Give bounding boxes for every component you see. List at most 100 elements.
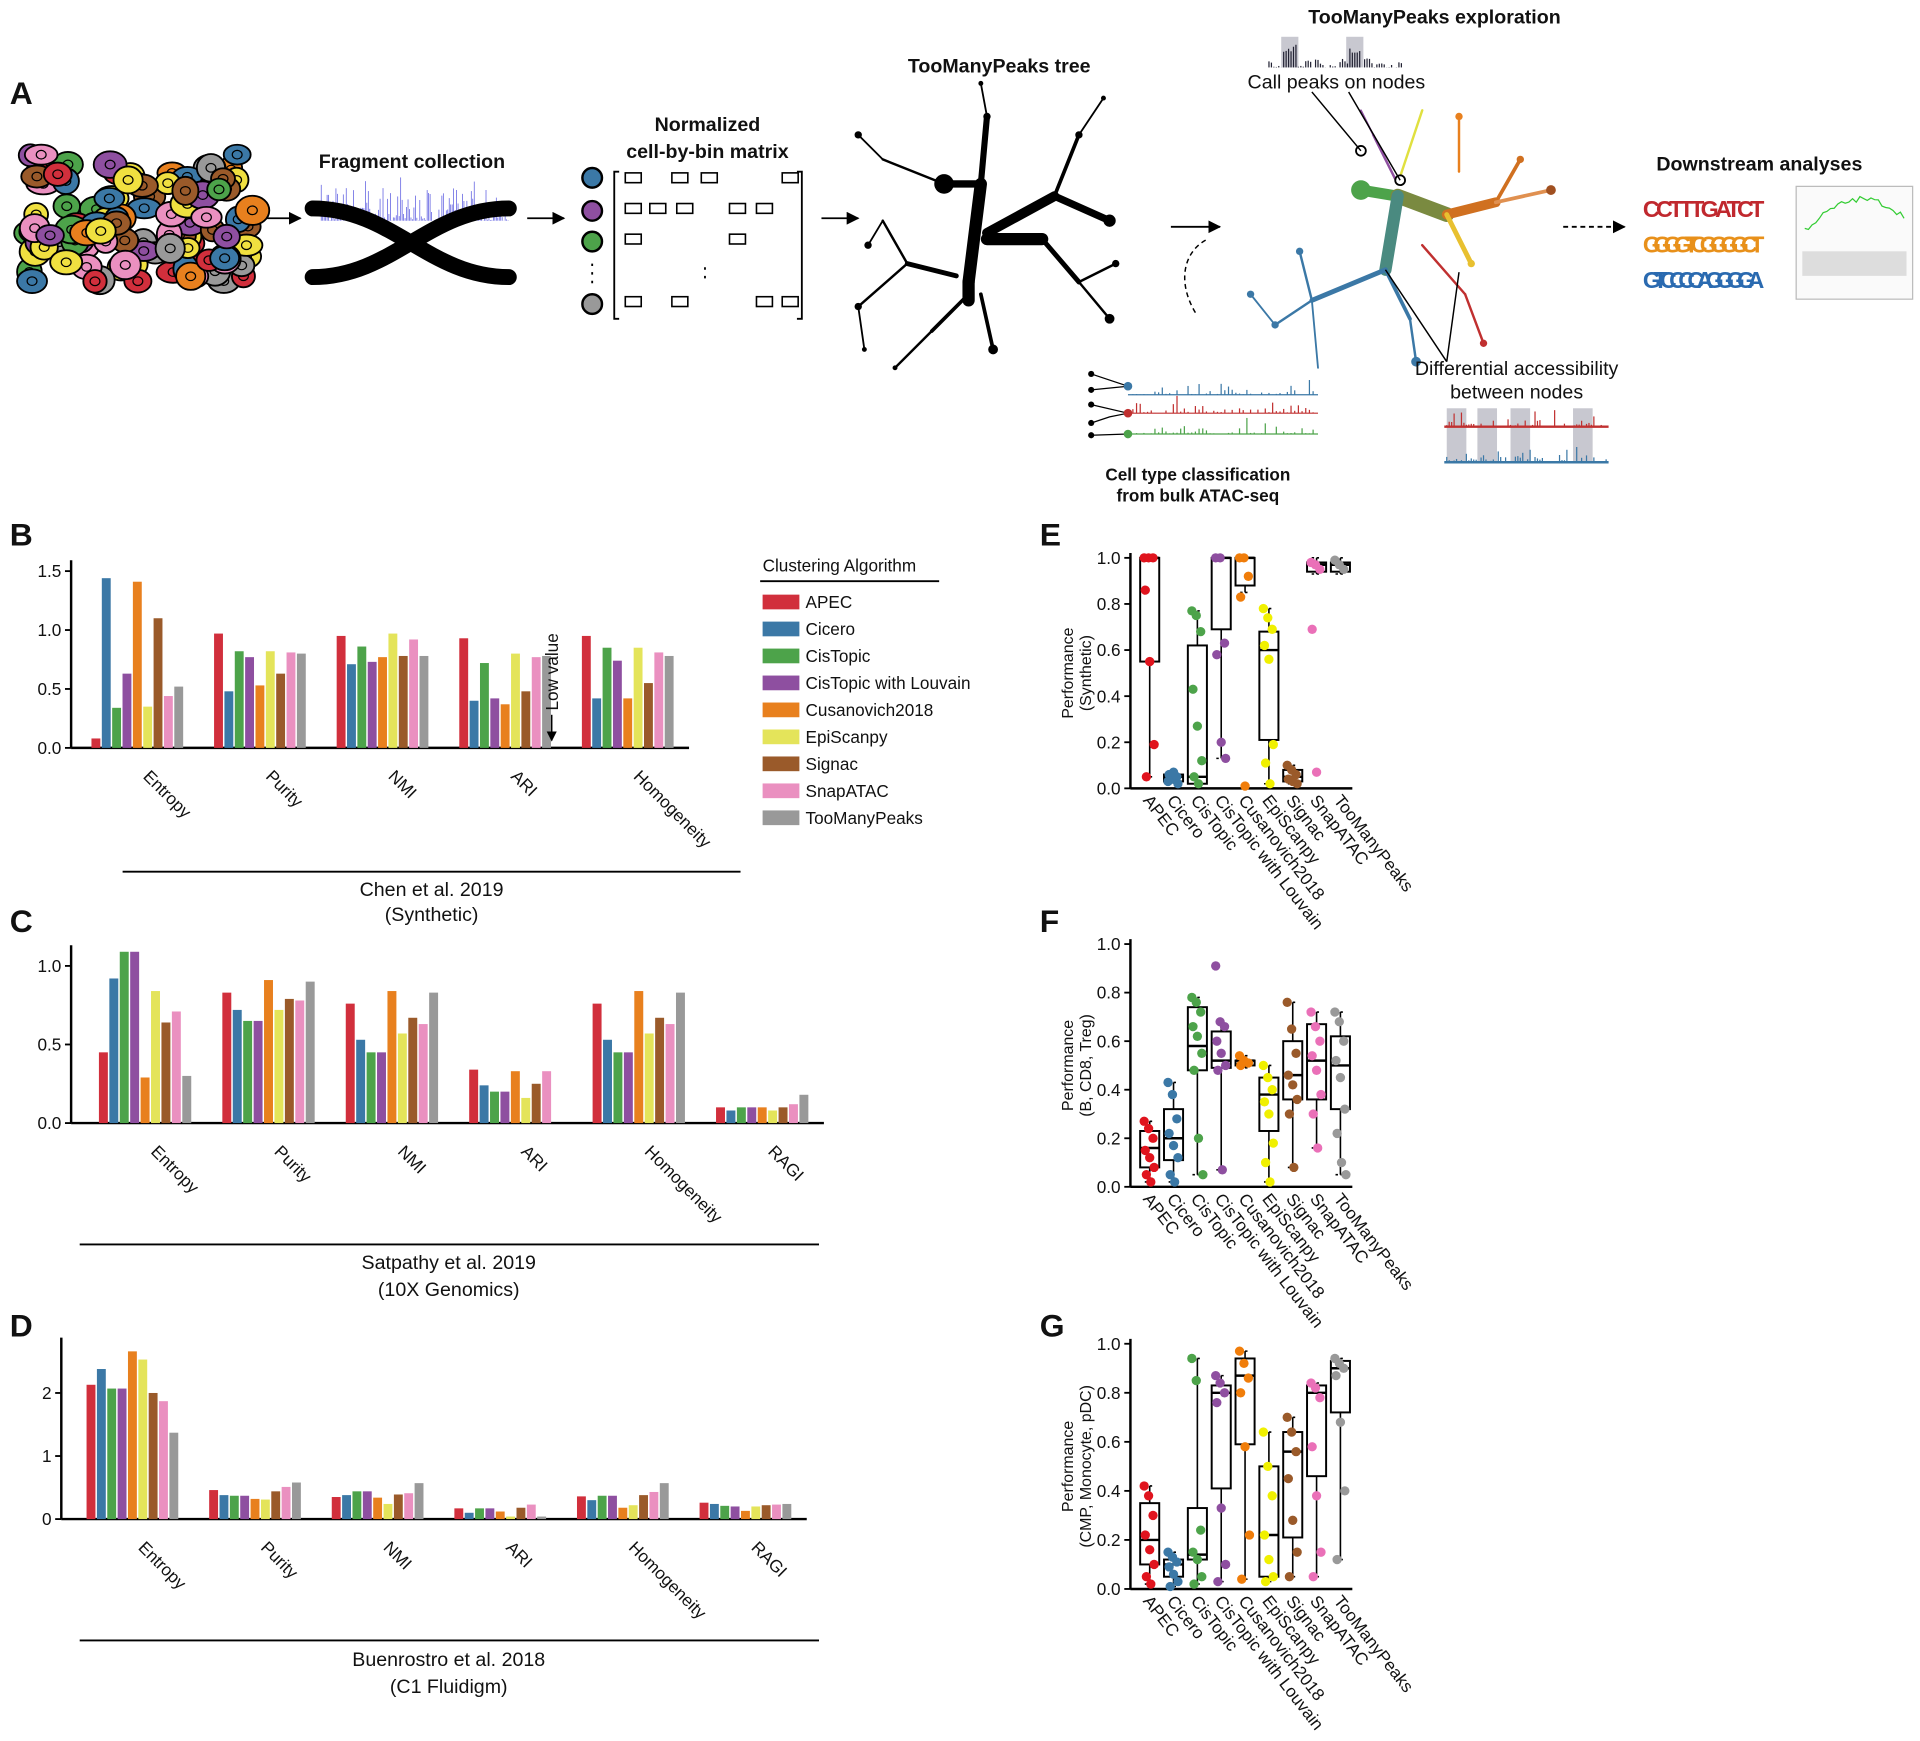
bar [404,1493,414,1520]
bar [119,951,129,1124]
tree-branch [1463,293,1485,345]
legend-label: Cusanovich2018 [806,700,934,720]
data-point [1196,626,1206,637]
data-point [1211,961,1221,971]
bar [122,673,132,748]
nucleus [138,203,150,214]
data-point [1220,1559,1231,1570]
data-point [1165,1581,1175,1592]
bar [500,1091,510,1124]
annotation: Call peaks on nodes [1248,71,1426,93]
nucleus [119,235,131,246]
tree-node [1123,429,1133,439]
x-axis-label: (Synthetic) [385,904,479,926]
legend-swatch [762,648,800,664]
x-axis-label: Chen et al. 2019 [360,879,504,901]
motif-logo: GGGGTCGGGGCT [1643,232,1764,258]
data-point [1149,1559,1159,1570]
bar [654,652,664,748]
bar [768,1110,778,1124]
nucleus [179,185,191,196]
bar [224,691,234,748]
matrix-bracket [613,170,803,320]
bar [169,1432,179,1520]
bar [649,1491,659,1520]
bar [510,1071,520,1124]
data-point [1193,779,1204,789]
bar [347,664,356,748]
data-point [1239,553,1249,563]
bar [387,991,397,1124]
x-tick-label: NMI [380,1537,416,1573]
legend-swatch [762,675,800,691]
tree-branch [881,158,946,186]
y-tick-label: 2 [42,1383,52,1403]
bar [747,1107,757,1124]
matrix-bin [781,295,799,308]
bar [709,1503,719,1520]
data-point [1145,656,1155,667]
tree-branch [1493,157,1523,205]
y-tick-label: 0.6 [1097,1031,1121,1051]
y-tick-label: 1 [42,1446,52,1466]
bar [388,633,398,748]
bar [531,1083,541,1124]
x-tick-label: Purity [271,1141,316,1186]
matrix-bin [624,295,643,308]
bar [464,1512,474,1520]
bar [274,1009,284,1124]
nucleus [219,253,231,264]
bar [740,1510,750,1520]
bar [757,1107,767,1124]
data-point [1268,1138,1278,1148]
data-point [1235,592,1246,602]
bar [159,1401,168,1520]
bar [352,1491,362,1520]
bar [408,1017,418,1124]
bar [608,1495,617,1520]
bar [772,1504,781,1520]
data-point [1264,1109,1274,1119]
y-tick-label: 0.2 [1097,732,1121,752]
data-point [1237,1574,1247,1584]
x-axis-label: (10X Genomics) [378,1279,520,1301]
bar [592,698,602,748]
bar [171,1011,181,1124]
nucleus [231,149,243,160]
bar [151,991,160,1124]
data-point [1197,1048,1207,1058]
data-point [1189,1065,1199,1075]
tree-node [1479,339,1488,347]
tree-branch [1052,133,1081,199]
bar [209,1490,219,1520]
x-tick-label: RAGI [764,1141,808,1185]
data-point [1196,1007,1206,1017]
data-point [1286,1024,1297,1034]
bar [107,1388,117,1520]
bar [485,1508,495,1520]
data-point [1197,1572,1207,1582]
y-axis-label: Performance [1060,1421,1077,1512]
data-point [1140,1145,1150,1156]
data-point [1187,1353,1197,1364]
data-point [1267,1491,1277,1501]
legend-swatch [762,621,800,637]
motif-logo: CCTTTGATCT [1643,196,1764,222]
tree-branch [1310,299,1319,369]
bar [429,992,439,1124]
nucleus [35,149,47,160]
bar [537,1516,547,1520]
bar [117,1388,127,1520]
bar [291,1482,301,1520]
data-point [1336,1157,1347,1168]
data-point [1140,1530,1150,1540]
nucleus [213,184,225,195]
y-tick-label: 0.2 [1097,1530,1121,1550]
bar [618,1507,628,1520]
bar [602,647,612,748]
tree-branch [1441,197,1501,220]
data-point [1212,650,1222,660]
y-axis-label: Performance [1060,1020,1077,1111]
peak-highlight [1573,408,1593,464]
bar [138,1359,148,1520]
